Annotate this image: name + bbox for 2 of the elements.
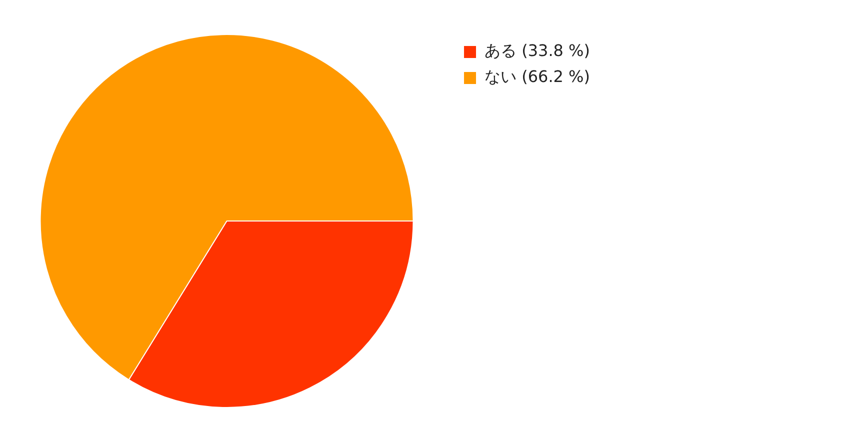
legend-label: ない (66.2 %) bbox=[484, 67, 590, 86]
legend-label: ある (33.8 %) bbox=[484, 41, 590, 60]
